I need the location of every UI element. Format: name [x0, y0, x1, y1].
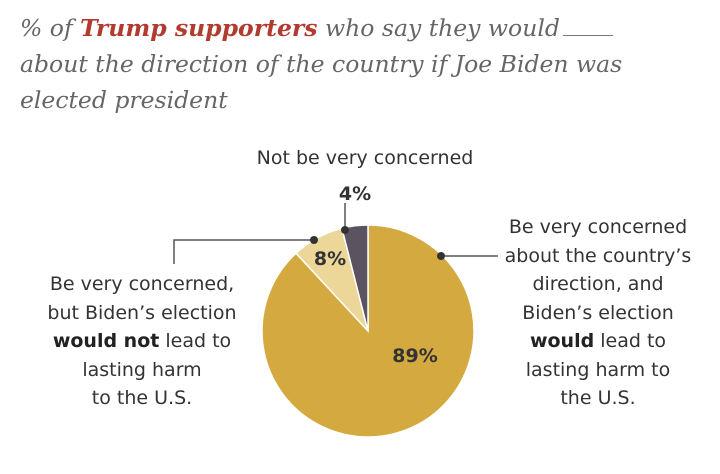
- label-concerned-harm: Be very concerned about the country’s di…: [488, 213, 708, 413]
- leader-line-left: [173, 239, 314, 264]
- data-label-8: 8%: [314, 248, 346, 270]
- label-right-line4: Biden’s election: [522, 301, 674, 324]
- title-rest: who say they would: [325, 14, 560, 42]
- data-label-4: 4%: [339, 183, 371, 205]
- pie-slices: [261, 224, 475, 438]
- label-left-line5: to the U.S.: [91, 387, 193, 409]
- leader-dot-top: [341, 226, 349, 234]
- label-left-after-bold: lead to: [165, 330, 232, 352]
- label-left-line1: Be very concerned,: [49, 273, 235, 295]
- title-line2: about the direction of the country if Jo…: [20, 50, 623, 78]
- label-right-after-bold: lead to: [600, 330, 667, 352]
- leader-dot-right: [437, 252, 445, 260]
- label-left-line2: but Biden’s election: [47, 301, 237, 324]
- data-label-89: 89%: [392, 345, 437, 367]
- label-left-line4: lasting harm: [82, 358, 202, 381]
- label-right-bold: would: [529, 330, 595, 352]
- title-highlight: Trump supporters: [80, 14, 318, 42]
- label-right-line6: lasting harm to: [525, 358, 671, 381]
- chart-title: % of Trump supporters who say they would…: [20, 10, 700, 118]
- label-concerned-no-harm: Be very concerned, but Biden’s election …: [22, 270, 262, 413]
- label-right-line7: the U.S.: [560, 387, 636, 409]
- label-right-line1: Be very concerned: [508, 216, 688, 238]
- title-prefix: % of: [20, 14, 73, 42]
- label-not-concerned: Not be very concerned: [256, 147, 474, 169]
- label-right-line3: direction, and: [532, 273, 664, 295]
- leader-dot-left: [310, 236, 318, 244]
- title-blank: [562, 34, 613, 36]
- label-left-bold: would not: [52, 330, 160, 352]
- label-right-line2: about the country’s: [504, 244, 692, 267]
- title-line3: elected president: [20, 86, 228, 114]
